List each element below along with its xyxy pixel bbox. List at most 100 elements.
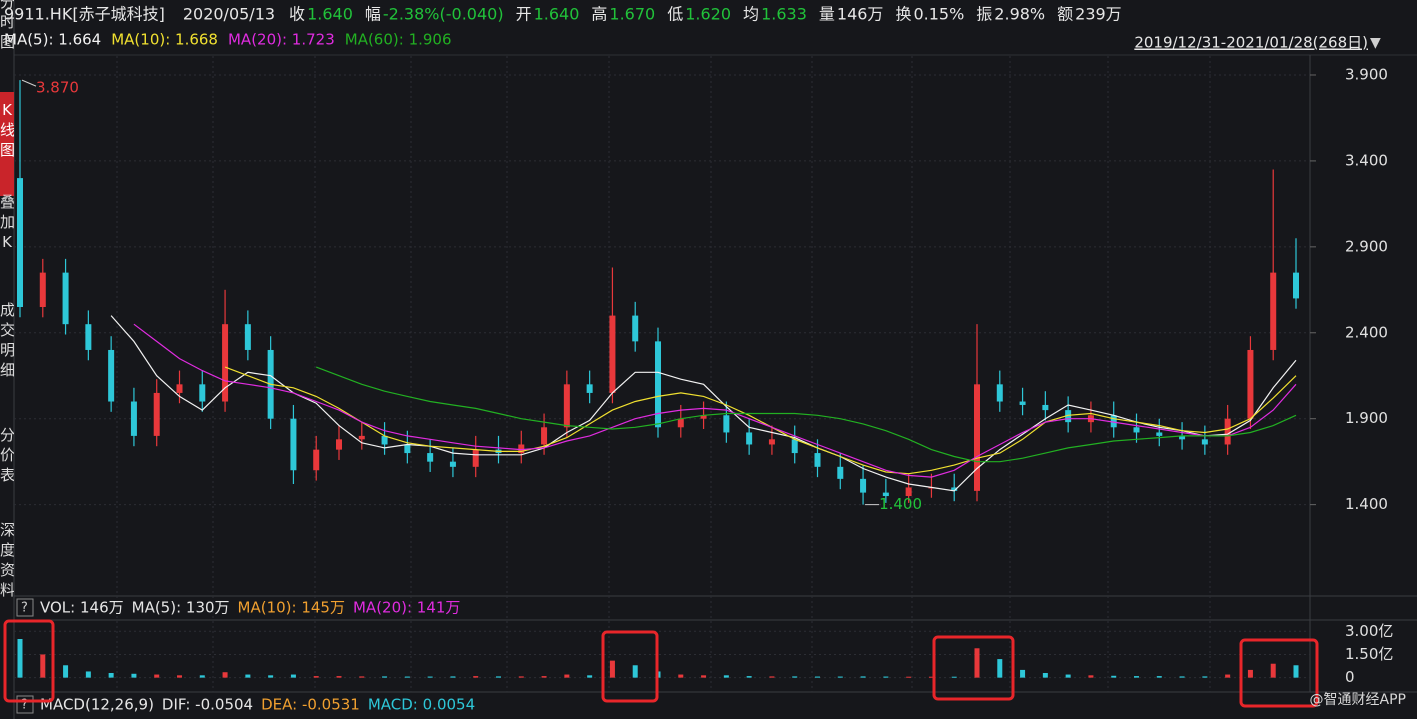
volume-bar xyxy=(427,676,433,678)
candle-body xyxy=(700,415,707,419)
candle-body xyxy=(153,392,160,436)
candle-body xyxy=(358,435,365,440)
candle-body xyxy=(85,324,92,350)
quote-label: 振 xyxy=(976,5,992,24)
volume-bar xyxy=(1134,676,1139,678)
help-icon: ? xyxy=(21,601,28,616)
legend-entry: DEA: -0.0531 xyxy=(261,696,360,714)
volume-bar xyxy=(587,675,593,678)
quote-value: 1.640 xyxy=(307,5,353,24)
quote-label: 高 xyxy=(591,5,607,24)
volume-bar xyxy=(154,674,160,678)
volume-bar xyxy=(177,675,182,678)
volume-bar xyxy=(336,676,342,678)
volume-bar xyxy=(473,676,479,678)
candle-body xyxy=(108,349,115,402)
ma-line xyxy=(133,323,1297,478)
volume-bar xyxy=(609,660,615,678)
candle-body xyxy=(860,478,867,493)
ma-line xyxy=(110,315,1297,492)
quote-value: 1.640 xyxy=(534,5,580,24)
volume-bar xyxy=(769,676,775,678)
volume-bar xyxy=(1293,665,1299,678)
volume-bar xyxy=(746,676,752,678)
quote-label: 开 xyxy=(516,5,532,24)
volume-bar xyxy=(564,674,570,678)
candle-body xyxy=(472,449,479,467)
volume-bar xyxy=(518,676,524,678)
sidebar-tab[interactable]: 叠加K xyxy=(0,193,14,251)
volume-bar xyxy=(1202,676,1208,678)
help-icon: ? xyxy=(21,698,28,713)
volume-bar xyxy=(268,675,274,678)
range-arrow[interactable]: ▼ xyxy=(1370,35,1381,51)
y-tick-label: 0 xyxy=(1345,668,1355,686)
legend-entry: VOL: 146万 xyxy=(40,599,124,617)
candle-body xyxy=(62,272,69,325)
quote-label: 换 xyxy=(895,5,911,24)
y-tick-label: 3.400 xyxy=(1345,151,1388,169)
watermark: @智通财经APP xyxy=(1310,692,1406,708)
volume-bar xyxy=(1247,669,1253,678)
volume-bar xyxy=(1042,673,1048,678)
volume-bar xyxy=(1111,675,1117,678)
candle-body xyxy=(1042,404,1049,411)
quote-label: 低 xyxy=(667,5,683,24)
sidebar-tab[interactable]: 分价表 xyxy=(0,426,14,484)
candle-body xyxy=(336,439,342,450)
highlight-box xyxy=(601,630,659,703)
candle-body xyxy=(586,384,593,393)
sidebar-tab[interactable]: K线图 xyxy=(0,92,14,196)
quote-label: 额 xyxy=(1057,5,1073,24)
volume-bar xyxy=(290,674,296,678)
volume-bar xyxy=(632,665,638,678)
candle-body xyxy=(222,324,229,402)
sidebar-tab[interactable]: 深度资料 xyxy=(0,521,14,599)
candle-body xyxy=(1019,401,1026,405)
highlight-box xyxy=(1239,638,1319,708)
volume-bar xyxy=(951,676,957,678)
candle-body xyxy=(39,272,46,307)
volume-bar xyxy=(1270,663,1276,678)
date: 2020/05/13 xyxy=(183,5,275,24)
volume-bar xyxy=(131,673,137,678)
candle-body xyxy=(723,415,730,433)
candle-body xyxy=(1293,272,1299,299)
volume-bar xyxy=(1065,674,1071,678)
volume-bar xyxy=(906,676,912,678)
candle-body xyxy=(996,384,1003,402)
annotation-leader xyxy=(21,79,37,87)
legend-entry: MA(20): 141万 xyxy=(353,599,460,617)
quote-value: -2.38%(-0.040) xyxy=(383,5,504,24)
volume-bar xyxy=(222,672,228,678)
legend-entry: MA(5): 1.664 xyxy=(4,31,101,49)
volume-bar xyxy=(496,676,501,678)
ma-line xyxy=(224,366,1297,475)
volume-bar xyxy=(541,676,547,678)
volume-bar xyxy=(404,676,410,678)
quote-value: 0.15% xyxy=(913,5,964,24)
candle-body xyxy=(199,384,206,402)
volume-bar xyxy=(382,676,388,678)
candle-body xyxy=(974,384,980,491)
candle-body xyxy=(882,492,889,497)
volume-bar xyxy=(63,665,69,678)
candle-body xyxy=(381,435,388,445)
volume-bar xyxy=(1088,675,1094,678)
legend-entry: MA(5): 130万 xyxy=(132,599,230,617)
quote-value: 1.670 xyxy=(609,5,655,24)
quote-value: 146万 xyxy=(837,5,884,24)
legend-entry: MACD: 0.0054 xyxy=(368,696,475,714)
volume-bar xyxy=(40,654,46,678)
quote-value: 2.98% xyxy=(994,5,1045,24)
quote-label: 量 xyxy=(819,5,835,24)
volume-bar xyxy=(792,676,798,678)
volume-bar xyxy=(997,659,1003,678)
candle-body xyxy=(518,444,525,454)
sidebar-tab[interactable]: 成交明细 xyxy=(0,301,14,379)
plot-layer: 9911.HK[赤子城科技] 2020/05/13 收 1.640 幅 -2.38%(-0… xyxy=(4,5,1393,714)
annotation-label: 1.400 xyxy=(879,495,922,513)
candle-body xyxy=(746,432,753,445)
sidebar-tab[interactable]: 分时图 xyxy=(0,0,14,51)
date-range[interactable]: 2019/12/31-2021/01/28(268日) xyxy=(1134,34,1368,52)
